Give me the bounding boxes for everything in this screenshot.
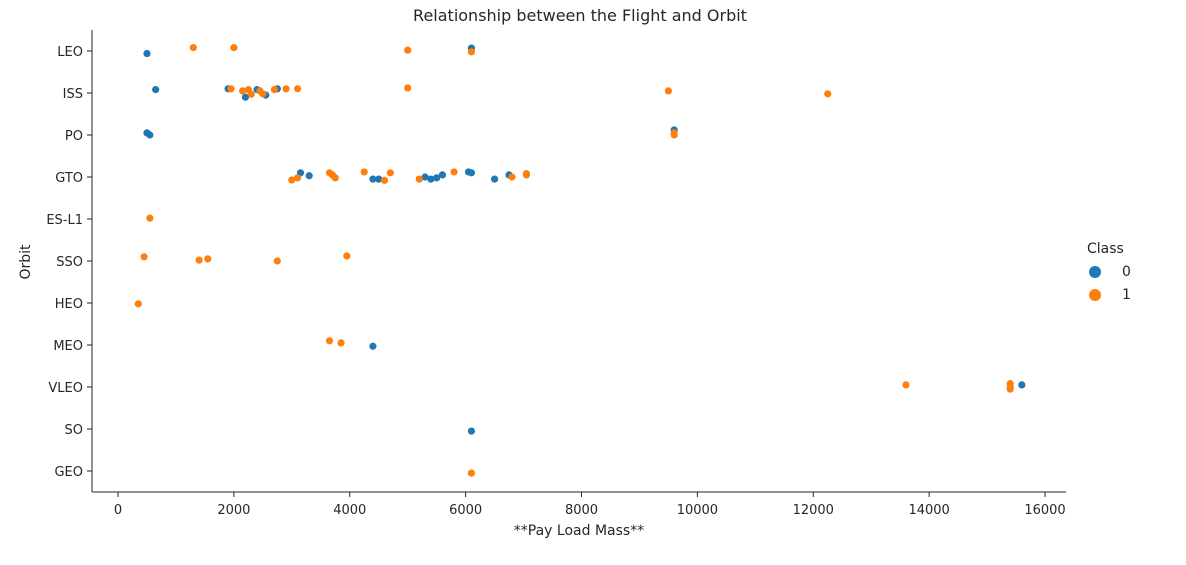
data-point-class-0: [427, 175, 435, 183]
x-axis-label: **Pay Load Mass**: [514, 523, 644, 539]
y-tick-label: HEO: [55, 297, 83, 312]
data-point-class-1: [140, 253, 148, 261]
data-point-class-1: [204, 255, 212, 263]
y-tick-label: GTO: [55, 171, 83, 186]
data-point-class-1: [288, 176, 296, 184]
data-point-class-1: [415, 175, 423, 183]
x-tick-label: 4000: [333, 503, 366, 518]
data-point-class-1: [230, 44, 238, 52]
y-tick-label: PO: [65, 129, 83, 144]
y-tick-label: LEO: [57, 45, 83, 60]
data-point-class-1: [325, 337, 334, 345]
data-point-class-1: [337, 339, 345, 347]
data-point-class-0: [438, 171, 447, 179]
data-point-class-1: [522, 170, 531, 178]
data-point-class-1: [1006, 385, 1014, 393]
data-point-class-1: [195, 256, 203, 264]
data-point-class-0: [146, 131, 154, 139]
data-point-class-1: [664, 87, 673, 95]
x-tick-label: 8000: [565, 503, 598, 518]
data-point-class-0: [305, 172, 313, 180]
data-points: [134, 44, 1026, 477]
data-point-class-1: [189, 44, 197, 52]
data-point-class-0: [467, 169, 476, 177]
x-tick-label: 12000: [793, 503, 834, 518]
legend-label-0: 0: [1122, 264, 1131, 280]
data-point-class-1: [404, 84, 412, 92]
y-tick-label: VLEO: [48, 381, 83, 396]
y-tick-label: MEO: [53, 339, 83, 354]
data-point-class-0: [152, 86, 160, 94]
data-point-class-0: [369, 342, 377, 350]
data-point-class-1: [146, 214, 154, 222]
x-tick-label: 10000: [677, 503, 718, 518]
legend-marker-1: [1089, 289, 1101, 301]
data-point-class-0: [143, 49, 151, 58]
data-point-class-1: [227, 85, 235, 93]
legend-marker-0: [1089, 266, 1101, 278]
x-axis-ticks: 0 2000 4000 6000 8000 10000 12000 14000 16000: [114, 492, 1066, 518]
data-point-class-0: [1018, 381, 1026, 389]
data-point-class-0: [433, 174, 441, 182]
data-point-class-1: [508, 173, 516, 181]
data-point-class-1: [294, 85, 302, 93]
data-point-class-1: [273, 257, 281, 265]
legend-title: Class: [1087, 241, 1124, 257]
data-point-class-1: [259, 90, 267, 98]
data-point-class-0: [490, 175, 499, 183]
data-point-class-1: [270, 86, 279, 94]
data-point-class-1: [238, 87, 247, 95]
y-axis-ticks: LEO ISS PO GTO ES-L1 SSO HEO MEO VLEO SO GEO: [46, 45, 92, 480]
data-point-class-1: [380, 176, 389, 184]
x-tick-label: 16000: [1024, 503, 1065, 518]
y-tick-label: ES-L1: [46, 213, 83, 228]
y-tick-label: SO: [65, 423, 83, 438]
data-point-class-0: [375, 175, 383, 183]
data-point-class-0: [421, 173, 429, 181]
legend-label-1: 1: [1122, 287, 1131, 303]
data-point-class-1: [450, 168, 458, 176]
data-point-class-1: [343, 252, 351, 260]
x-tick-label: 0: [114, 503, 122, 518]
data-point-class-1: [824, 90, 832, 98]
x-tick-label: 6000: [449, 503, 482, 518]
data-point-class-1: [247, 90, 255, 98]
data-point-class-1: [360, 168, 368, 176]
y-tick-label: ISS: [63, 87, 83, 102]
data-point-class-1: [670, 131, 678, 139]
data-point-class-1: [294, 174, 302, 182]
y-tick-label: GEO: [54, 465, 83, 480]
data-point-class-1: [467, 48, 476, 56]
data-point-class-0: [241, 93, 250, 101]
data-point-class-1: [331, 174, 339, 182]
y-tick-label: SSO: [56, 255, 83, 270]
x-tick-label: 2000: [217, 503, 250, 518]
data-point-class-1: [404, 46, 412, 54]
data-point-class-0: [369, 175, 377, 183]
data-point-class-1: [386, 169, 394, 177]
x-tick-label: 14000: [908, 503, 949, 518]
chart-title: Relationship between the Flight and Orbi…: [413, 6, 747, 25]
data-point-class-1: [134, 300, 142, 308]
data-point-class-0: [467, 427, 476, 435]
data-point-class-1: [282, 85, 290, 93]
y-axis-label: Orbit: [18, 244, 34, 280]
data-point-class-1: [467, 469, 476, 477]
legend: Class 0 1: [1087, 241, 1131, 303]
data-point-class-1: [902, 381, 910, 389]
